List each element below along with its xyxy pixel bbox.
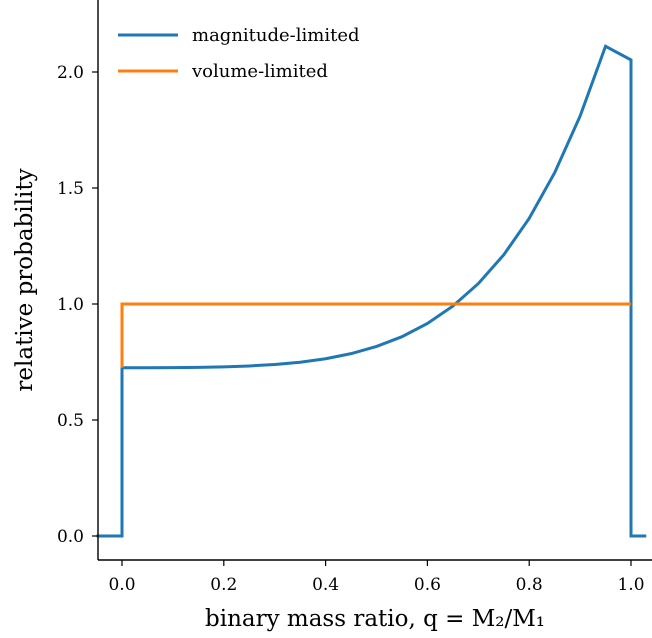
y-tick-label: 2.0 (57, 63, 84, 83)
legend-label: volume-limited (191, 61, 328, 82)
y-tick-label: 0.5 (57, 411, 84, 431)
y-axis-ticks: 0.0 0.5 1.0 1.5 2.0 (57, 63, 98, 547)
legend: magnitude-limited volume-limited (118, 25, 360, 82)
plot-area (96, 44, 647, 538)
y-tick-label: 0.0 (57, 527, 84, 547)
y-tick-label: 1.5 (57, 179, 84, 199)
x-tick-label: 0.8 (516, 575, 543, 595)
x-axis-ticks: 0.0 0.2 0.4 0.6 0.8 1.0 (108, 560, 645, 595)
axes (97, 0, 652, 561)
x-axis-title: binary mass ratio, q = M₂/M₁ (205, 606, 545, 632)
y-tick-label: 1.0 (57, 295, 84, 315)
x-tick-label: 1.0 (617, 575, 644, 595)
x-tick-label: 0.0 (108, 575, 135, 595)
series-line-magnitude-limited (96, 44, 647, 538)
legend-label: magnitude-limited (192, 25, 360, 46)
y-axis-title: relative probability (12, 168, 38, 391)
x-tick-label: 0.4 (312, 575, 339, 595)
series-line-volume-limited (120, 302, 631, 368)
x-tick-label: 0.6 (414, 575, 441, 595)
x-tick-label: 0.2 (210, 575, 237, 595)
